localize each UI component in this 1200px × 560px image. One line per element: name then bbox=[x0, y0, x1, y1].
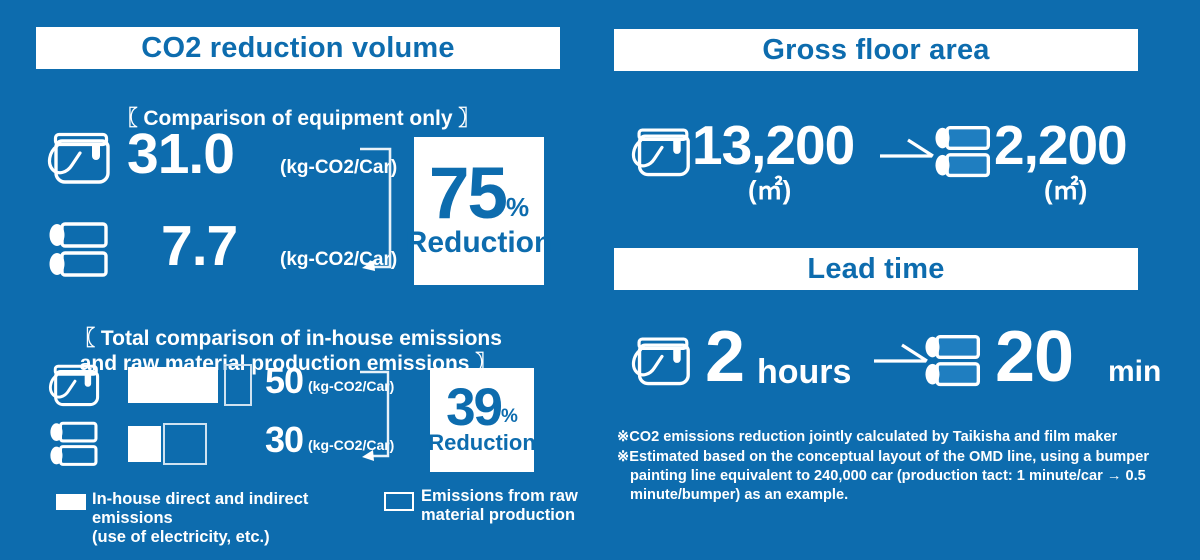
bar-segment-inhouse-paint bbox=[128, 367, 218, 403]
equipment-unit-paint: (kg-CO2/Car) bbox=[280, 157, 398, 178]
bar-segment-rawmaterial-paint bbox=[224, 364, 252, 406]
paint-bucket-icon bbox=[44, 361, 106, 416]
total-unit-paint: (kg-CO2/Car) bbox=[308, 378, 395, 394]
legend-swatch-inhouse bbox=[56, 494, 86, 510]
bar-segment-inhouse-film bbox=[128, 426, 161, 462]
total-row-paint: 50 (kg-CO2/Car) bbox=[44, 362, 404, 408]
banner-gross-floor-area: Gross floor area bbox=[614, 29, 1138, 71]
total-row-film: 30 (kg-CO2/Car) bbox=[44, 421, 404, 467]
lead-time-unit-from: hours bbox=[757, 353, 852, 391]
floor-area-value-to: 2,200 bbox=[994, 114, 1128, 176]
floor-area-unit-to: (㎡) bbox=[1044, 175, 1088, 205]
reduction-number-equipment: 75 bbox=[428, 153, 508, 235]
paint-bucket-icon bbox=[44, 128, 116, 195]
subhead-equipment-text: 〖 Comparison of equipment only 〗 bbox=[116, 107, 480, 131]
arrow-right-icon bbox=[878, 134, 938, 173]
footnote-item: ※CO2 emissions reduction jointly calcula… bbox=[617, 429, 1118, 445]
film-roll-icon bbox=[44, 420, 106, 475]
floor-area-values: 13,200 (㎡) 2,200 (㎡) bbox=[620, 118, 1180, 218]
legend: In-house direct and indirect emissions (… bbox=[56, 487, 578, 546]
reduction-percent-sign-equipment: % bbox=[506, 191, 530, 222]
paint-bucket-icon bbox=[628, 333, 696, 396]
total-value-film: 30 bbox=[265, 419, 304, 460]
equipment-row-paint: 31.0 (kg-CO2/Car) bbox=[44, 126, 404, 188]
reduction-percent-sign-total: % bbox=[501, 405, 518, 427]
bracket-connector-total-icon bbox=[356, 368, 402, 469]
banner-title-text: CO2 reduction volume bbox=[141, 31, 455, 64]
lead-time-values: 2 hours 20 min bbox=[620, 321, 1180, 405]
legend-label-inhouse: In-house direct and indirect emissions (… bbox=[92, 490, 309, 547]
banner-title-text-floor-area: Gross floor area bbox=[762, 33, 990, 66]
lead-time-unit-to: min bbox=[1108, 355, 1162, 388]
equipment-row-film: 7.7 (kg-CO2/Car) bbox=[44, 218, 404, 280]
floor-area-unit-from: (㎡) bbox=[748, 175, 792, 205]
lead-time-value-to: 20 bbox=[995, 317, 1074, 397]
subhead-total-comparison: 〖 Total comparison of in-house emissions… bbox=[26, 303, 550, 376]
bar-segment-rawmaterial-film bbox=[163, 423, 207, 465]
total-value-paint: 50 bbox=[265, 360, 304, 401]
equipment-value-film: 7.7 bbox=[161, 214, 238, 278]
reduction-percent-row-equipment: 75 % bbox=[428, 153, 530, 235]
reduction-box-equipment: 75 % Reduction bbox=[406, 137, 552, 285]
film-roll-icon bbox=[920, 333, 988, 396]
footnotes: ※CO2 emissions reduction jointly calcula… bbox=[617, 428, 1177, 505]
equipment-value-paint: 31.0 bbox=[127, 122, 235, 186]
reduction-box-total: 39 % Reduction bbox=[428, 368, 536, 472]
legend-label-rawmaterial: Emissions from raw material production bbox=[421, 487, 578, 525]
film-roll-icon bbox=[930, 124, 998, 187]
total-unit-film: (kg-CO2/Car) bbox=[308, 437, 395, 453]
legend-swatch-rawmaterial bbox=[384, 492, 414, 511]
banner-title-text-lead-time: Lead time bbox=[807, 252, 945, 285]
paint-bucket-icon bbox=[628, 124, 696, 187]
reduction-word-total: Reduction bbox=[428, 430, 536, 456]
reduction-number-total: 39 bbox=[446, 377, 503, 437]
reduction-word-equipment: Reduction bbox=[405, 225, 553, 259]
banner-lead-time: Lead time bbox=[614, 248, 1138, 290]
reduction-percent-row-total: 39 % bbox=[446, 377, 518, 437]
arrow-right-icon bbox=[872, 339, 932, 378]
floor-area-value-from: 13,200 bbox=[692, 114, 855, 176]
subhead-equipment-comparison: 〖 Comparison of equipment only 〗 bbox=[36, 83, 560, 132]
film-roll-icon bbox=[44, 220, 116, 287]
banner-co2-reduction-volume: CO2 reduction volume bbox=[36, 27, 560, 69]
bracket-connector-equipment-icon bbox=[356, 145, 404, 280]
lead-time-value-from: 2 bbox=[705, 317, 745, 397]
subhead-total-text: 〖 Total comparison of in-house emissions… bbox=[74, 327, 502, 375]
footnote-item: ※Estimated based on the conceptual layou… bbox=[617, 448, 1149, 503]
